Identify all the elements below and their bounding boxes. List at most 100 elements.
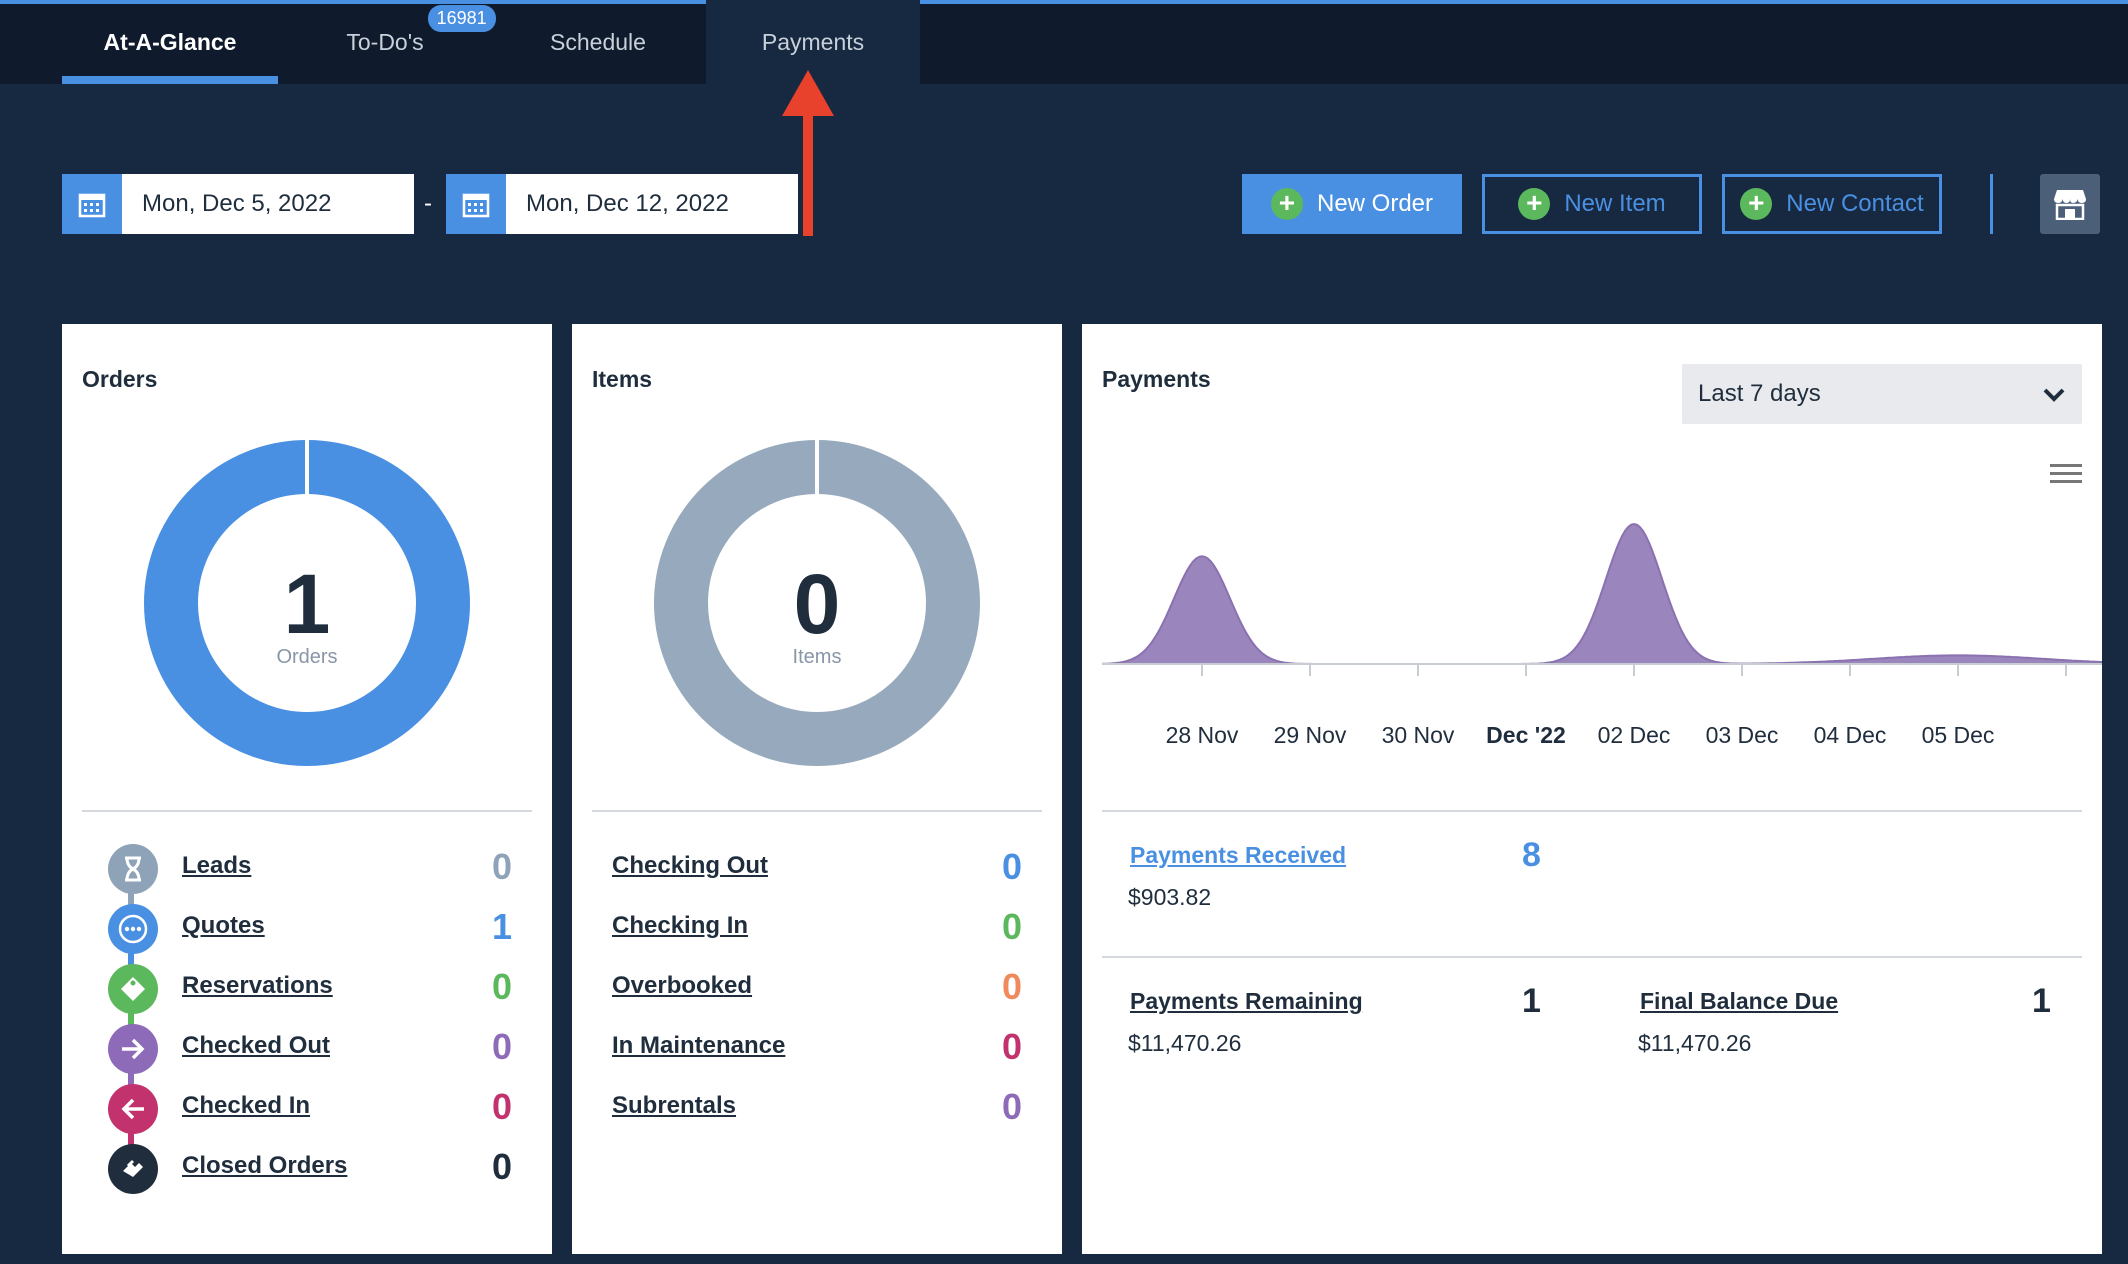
nav-accent-bar xyxy=(0,0,706,4)
subrentals-link[interactable]: Subrentals xyxy=(612,1092,737,1119)
orders-row-checked-out: Checked Out 0 xyxy=(62,1014,552,1074)
tag-icon xyxy=(108,964,158,1014)
orders-title: Orders xyxy=(82,366,158,392)
checked-out-link[interactable]: Checked Out xyxy=(182,1032,331,1059)
checking-out-count: 0 xyxy=(1001,846,1022,887)
new-order-button[interactable]: + New Order xyxy=(1242,174,1462,234)
leads-link[interactable]: Leads xyxy=(182,852,252,879)
new-item-label: New Item xyxy=(1564,190,1666,217)
payments-received-amount: $903.82 xyxy=(1128,884,1212,910)
x-tick-label: 04 Dec xyxy=(1813,722,1887,748)
new-contact-label: New Contact xyxy=(1786,190,1924,217)
items-title: Items xyxy=(592,366,653,392)
orders-row-quotes: Quotes 1 xyxy=(62,894,552,954)
quotes-link[interactable]: Quotes xyxy=(182,912,265,939)
items-divider xyxy=(592,810,1042,812)
items-row-checking-out: Checking Out 0 xyxy=(572,834,1062,894)
payments-received-link[interactable]: Payments Received xyxy=(1130,842,1347,868)
in-maintenance-count: 0 xyxy=(1001,1026,1022,1067)
x-tick-label: 05 Dec xyxy=(1921,722,1995,748)
ellipsis-icon xyxy=(108,904,158,954)
chart-menu-icon[interactable] xyxy=(2050,462,2082,486)
plus-icon: + xyxy=(1270,188,1303,220)
checking-out-link[interactable]: Checking Out xyxy=(612,852,769,879)
tab-todos[interactable]: To-Do's 16981 xyxy=(330,0,496,84)
plus-icon: + xyxy=(1518,188,1551,220)
hourglass-icon xyxy=(108,844,158,894)
orders-row-checked-in: Checked In 0 xyxy=(62,1074,552,1134)
orders-status-list: Leads 0 Quotes 1 Reservations 0 Checked … xyxy=(62,834,552,1194)
final-balance-link[interactable]: Final Balance Due xyxy=(1640,988,1839,1014)
end-date-field[interactable]: Mon, Dec 12, 2022 xyxy=(506,174,798,234)
payments-remaining-link[interactable]: Payments Remaining xyxy=(1130,988,1363,1014)
x-tick-label: 29 Nov xyxy=(1273,722,1347,748)
chevron-down-icon xyxy=(2043,388,2065,402)
payments-area-series xyxy=(1102,522,2102,665)
tab-payments[interactable]: Payments xyxy=(706,0,920,84)
status-connector-line xyxy=(128,864,134,1164)
arrow-right-icon xyxy=(108,1024,158,1074)
x-tick-label: Dec '22 xyxy=(1486,722,1566,748)
date-separator: - xyxy=(424,190,432,217)
tab-label: Payments xyxy=(761,28,865,55)
payments-area-chart xyxy=(1102,522,2102,676)
nav-accent-bar-right xyxy=(912,0,2128,4)
storefront-icon xyxy=(2054,190,2086,220)
period-select[interactable]: Last 7 days xyxy=(1682,364,2082,424)
calendar-icon[interactable] xyxy=(446,174,506,234)
overbooked-link[interactable]: Overbooked xyxy=(612,972,753,999)
storefront-button[interactable] xyxy=(2040,174,2100,234)
checked-in-link[interactable]: Checked In xyxy=(182,1092,311,1119)
closed-orders-count: 0 xyxy=(491,1146,512,1187)
orders-donut-chart xyxy=(144,440,470,766)
checked-out-count: 0 xyxy=(491,1026,512,1067)
items-total: 0 xyxy=(793,557,841,651)
start-date-field[interactable]: Mon, Dec 5, 2022 xyxy=(122,174,414,234)
tab-label: To-Do's xyxy=(346,28,424,55)
quotes-count: 1 xyxy=(491,906,512,947)
items-status-list: Checking Out 0 Checking In 0 Overbooked … xyxy=(572,834,1062,1134)
final-balance-count: 1 xyxy=(2032,982,2051,1020)
tab-schedule[interactable]: Schedule xyxy=(520,0,676,84)
items-row-in-maintenance: In Maintenance 0 xyxy=(572,1014,1062,1074)
items-row-subrentals: Subrentals 0 xyxy=(572,1074,1062,1134)
new-order-label: New Order xyxy=(1316,190,1434,217)
in-maintenance-link[interactable]: In Maintenance xyxy=(612,1032,786,1059)
orders-row-closed: Closed Orders 0 xyxy=(62,1134,552,1194)
x-tick-label: 02 Dec xyxy=(1597,722,1671,748)
checking-in-count: 0 xyxy=(1001,906,1022,947)
x-tick-label: 30 Nov xyxy=(1381,722,1455,748)
calendar-icon[interactable] xyxy=(62,174,122,234)
payments-card: Payments Last 7 days 28 Nov 29 Nov 30 Nov D… xyxy=(1082,324,2102,1254)
new-item-button[interactable]: + New Item xyxy=(1482,174,1702,234)
new-contact-button[interactable]: + New Contact xyxy=(1722,174,1942,234)
reservations-link[interactable]: Reservations xyxy=(182,972,333,999)
orders-divider xyxy=(82,810,532,812)
reservations-count: 0 xyxy=(491,966,512,1007)
payments-title: Payments xyxy=(1102,366,1211,392)
handshake-icon xyxy=(108,1144,158,1194)
period-select-value: Last 7 days xyxy=(1698,380,1821,407)
todo-count-badge: 16981 xyxy=(427,4,496,32)
items-total-label: Items xyxy=(792,646,842,668)
orders-row-reservations: Reservations 0 xyxy=(62,954,552,1014)
payments-received-count: 8 xyxy=(1522,836,1541,874)
start-date-picker[interactable]: Mon, Dec 5, 2022 xyxy=(62,174,414,234)
items-card: Items 0 Items Checking Out 0 Checking In… xyxy=(572,324,1062,1254)
arrow-left-icon xyxy=(108,1084,158,1134)
closed-orders-link[interactable]: Closed Orders xyxy=(182,1152,348,1179)
checking-in-link[interactable]: Checking In xyxy=(612,912,749,939)
orders-card: Orders 1 Orders Leads 0 Quotes 1 xyxy=(62,324,552,1254)
orders-total-label: Orders xyxy=(276,646,338,668)
plus-icon: + xyxy=(1740,188,1773,220)
items-row-checking-in: Checking In 0 xyxy=(572,894,1062,954)
orders-total: 1 xyxy=(283,557,331,651)
items-row-overbooked: Overbooked 0 xyxy=(572,954,1062,1014)
payments-divider-top xyxy=(1102,810,2082,812)
leads-count: 0 xyxy=(491,846,512,887)
x-tick-label: 28 Nov xyxy=(1165,722,1239,748)
subrentals-count: 0 xyxy=(1001,1086,1022,1127)
tab-at-a-glance[interactable]: At-A-Glance xyxy=(62,0,278,84)
end-date-picker[interactable]: Mon, Dec 12, 2022 xyxy=(446,174,798,234)
payments-divider-bottom xyxy=(1102,956,2082,958)
